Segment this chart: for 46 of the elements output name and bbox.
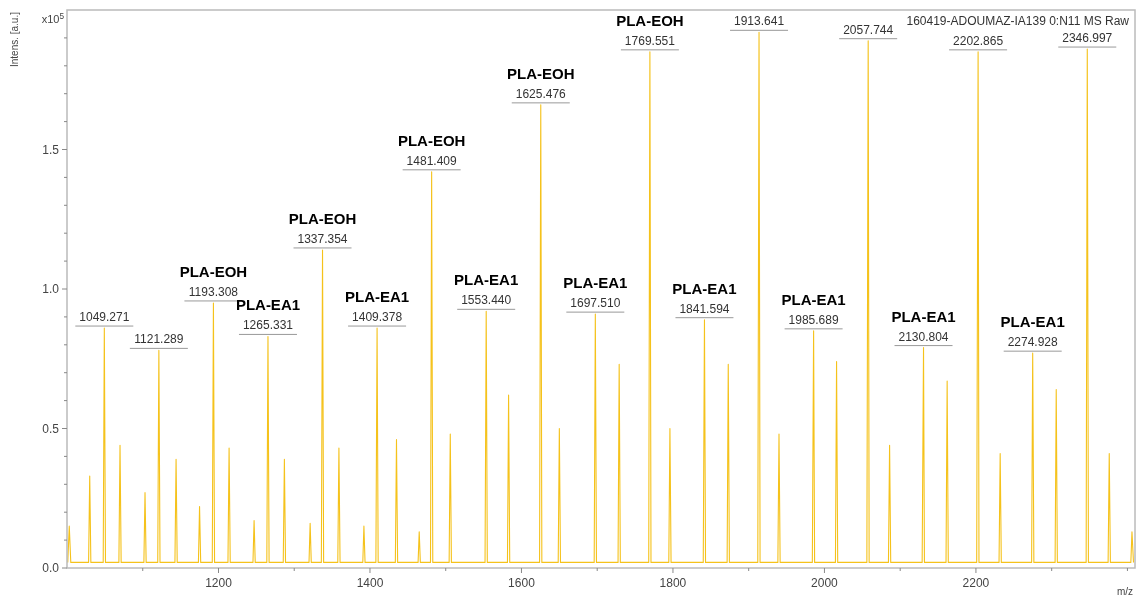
- annotation: 1985.689: [788, 312, 839, 327]
- annotation: PLA-EA1: [454, 271, 519, 289]
- annotation: PLA-EA1: [235, 296, 301, 314]
- annotation: PLA-EOH: [288, 209, 357, 227]
- annotation: 1625.476: [515, 86, 567, 101]
- annotation: PLA-EOH: [397, 131, 466, 149]
- y-tick-label: 0.0: [42, 561, 60, 575]
- y-axis-title: Intens. [a.u.]: [9, 11, 20, 68]
- y-tick-label: 1.5: [42, 142, 60, 157]
- annotation: PLA-EA1: [1000, 313, 1065, 331]
- annotation: PLA-EOH: [507, 64, 575, 82]
- annotation: 1121.289: [134, 332, 184, 347]
- annotation: 2057.744: [843, 22, 894, 37]
- annotation: 1697.510: [570, 296, 621, 311]
- x-tick-label: 2200: [962, 576, 990, 590]
- annotation: 2130.804: [898, 329, 949, 344]
- annotation: PLA-EA1: [891, 307, 956, 325]
- annotation: 2274.928: [1007, 335, 1059, 350]
- annotation: 1769.551: [624, 33, 676, 48]
- y-tick-label: 1.0: [42, 282, 60, 296]
- x-tick-label: 1800: [659, 576, 687, 590]
- annotation: PLA-EOH: [179, 262, 248, 280]
- annotation: 1265.331: [242, 318, 294, 333]
- annotation: 1553.440: [461, 293, 512, 308]
- annotation: PLA-EA1: [344, 288, 410, 306]
- text: x10$^{5}$: [41, 11, 65, 25]
- annotation: 2202.865: [953, 33, 1004, 48]
- annotation: 1337.354: [297, 231, 348, 246]
- annotation: PLA-EOH: [616, 11, 684, 29]
- annotation: 1409.378: [352, 310, 403, 325]
- y-tick-label: 0.5: [42, 421, 60, 436]
- annotation: PLA-EA1: [672, 279, 737, 297]
- annotation: 160419-ADOUMAZ-IA139 0:N11 MS Raw: [906, 14, 1130, 28]
- x-tick-label: 1400: [356, 576, 384, 590]
- annotation: PLA-EA1: [781, 290, 846, 308]
- annotation: 1841.594: [679, 301, 730, 316]
- annotation: 2346.997: [1062, 31, 1113, 46]
- annotation: PLA-EA1: [563, 274, 628, 292]
- x-tick-label: 2000: [811, 576, 839, 590]
- annotation: 1913.641: [734, 14, 785, 29]
- x-tick-label: 1200: [205, 576, 233, 590]
- annotation: 1481.409: [406, 153, 457, 168]
- x-tick-label: 1600: [508, 576, 536, 590]
- annotation: 1193.308: [188, 284, 239, 299]
- annotation: 1049.271: [79, 310, 130, 325]
- x-axis-title: m/z: [1116, 586, 1133, 597]
